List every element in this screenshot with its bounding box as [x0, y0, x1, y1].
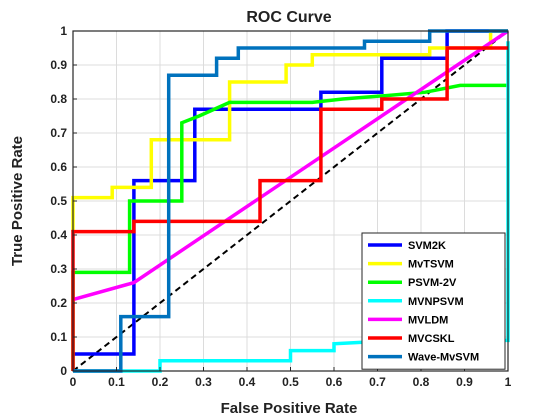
legend-label: SVM2K	[408, 240, 446, 252]
legend-label: MvTSVM	[408, 259, 454, 271]
series-line-wave-mvsvm	[73, 29, 508, 373]
x-tick-label: 0.4	[239, 375, 256, 389]
y-tick-label: 0.5	[50, 194, 67, 208]
diagonal-reference	[72, 30, 509, 372]
legend: SVM2K MvTSVM PSVM-2V MVNPSVM MVLDM MVCSKL Wave…	[361, 232, 506, 370]
y-tick-label: 0.7	[50, 126, 67, 140]
x-tick-label: 0.6	[326, 375, 343, 389]
x-tick-label: 0.1	[108, 375, 125, 389]
legend-label: PSVM-2V	[408, 277, 457, 289]
legend-label: Wave-MvSVM	[408, 352, 479, 364]
x-tick-label: 0.7	[369, 375, 386, 389]
y-tick-label: 0.8	[50, 92, 67, 106]
y-tick-label: 0.6	[50, 160, 67, 174]
x-tick-label: 0.3	[195, 375, 212, 389]
y-tick-label: 0.9	[50, 58, 67, 72]
legend-label: MVCSKL	[408, 333, 455, 345]
y-tick-label: 0.4	[50, 228, 67, 242]
x-tick-label: 0	[70, 375, 77, 389]
x-tick-label: 0.2	[152, 375, 169, 389]
y-tick-label: 0.3	[50, 262, 67, 276]
x-tick-label: 0.5	[282, 375, 299, 389]
y-tick-label: 0.1	[50, 330, 67, 344]
x-tick-label: 0.9	[456, 375, 473, 389]
x-tick-label: 0.8	[413, 375, 430, 389]
chart-title: ROC Curve	[246, 9, 331, 26]
x-axis-label: False Positive Rate	[221, 400, 358, 417]
ticks: 0 0.1 0.2 0.3 0.4 0.5 0.6 0.7 0.8 0.9 1 0 0.1 0.2 0.3 0…	[50, 24, 511, 389]
legend-label: MVLDM	[408, 314, 448, 326]
y-axis-label: True Positive Rate	[9, 136, 26, 266]
legend-label: MVNPSVM	[408, 296, 464, 308]
diagonal-line	[72, 30, 509, 372]
y-tick-label: 0.2	[50, 296, 67, 310]
y-tick-label: 1	[60, 24, 67, 38]
series-line-mvldm	[72, 29, 509, 302]
series-line-mvcskl	[71, 46, 508, 371]
x-tick-label: 1	[505, 375, 512, 389]
y-tick-label: 0	[60, 364, 67, 378]
